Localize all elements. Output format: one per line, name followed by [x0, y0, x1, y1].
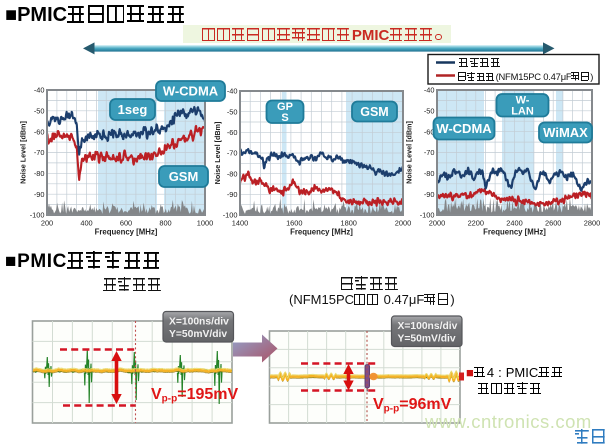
svg-text:GSM: GSM: [169, 169, 199, 184]
svg-text:1000: 1000: [197, 219, 213, 228]
svg-text:LAN: LAN: [511, 106, 534, 118]
svg-text:-70: -70: [34, 148, 45, 157]
svg-text:-90: -90: [424, 190, 435, 199]
svg-text:Noise Level [dBm]: Noise Level [dBm]: [19, 121, 28, 184]
svg-text:GSM: GSM: [360, 105, 388, 119]
svg-text:-80: -80: [227, 169, 238, 178]
svg-text:-100: -100: [223, 211, 238, 220]
svg-text:WiMAX: WiMAX: [543, 125, 588, 140]
svg-text:-80: -80: [34, 169, 45, 178]
svg-text:GP: GP: [277, 101, 293, 113]
svg-text:-40: -40: [424, 86, 435, 95]
svg-text:1seg: 1seg: [118, 102, 148, 117]
svg-text:1800: 1800: [340, 219, 356, 228]
svg-text:W-CDMA: W-CDMA: [163, 84, 219, 99]
svg-text:X=100ns/div: X=100ns/div: [169, 317, 229, 328]
svg-text:S: S: [281, 112, 288, 124]
svg-text:2800: 2800: [584, 219, 600, 228]
svg-text:2600: 2600: [545, 219, 561, 228]
svg-text:Y=50mV/div: Y=50mV/div: [169, 329, 227, 340]
svg-text:1600: 1600: [286, 219, 302, 228]
svg-text:2000: 2000: [429, 219, 445, 228]
svg-text:2400: 2400: [506, 219, 522, 228]
svg-text:-100: -100: [30, 211, 45, 220]
svg-text:2200: 2200: [468, 219, 484, 228]
svg-text:600: 600: [120, 219, 132, 228]
svg-text:-90: -90: [227, 190, 238, 199]
svg-text:-70: -70: [227, 149, 238, 158]
svg-text:-60: -60: [424, 127, 435, 136]
svg-text:-60: -60: [34, 127, 45, 136]
svg-text:200: 200: [41, 219, 53, 228]
svg-text:2000: 2000: [395, 219, 411, 228]
svg-text:-70: -70: [424, 148, 435, 157]
svg-text:-40: -40: [227, 87, 238, 96]
svg-text:-80: -80: [424, 169, 435, 178]
svg-text:-100: -100: [420, 211, 435, 220]
svg-text:400: 400: [80, 219, 92, 228]
svg-text:-40: -40: [34, 86, 45, 95]
svg-text:X=100ns/div: X=100ns/div: [398, 321, 458, 332]
svg-text:Frequency [MHz]: Frequency [MHz]: [483, 228, 546, 237]
svg-text:Y=50mV/div: Y=50mV/div: [398, 334, 456, 345]
svg-text:-50: -50: [227, 107, 238, 116]
svg-text:W-: W-: [516, 95, 530, 107]
svg-text:Noise Level [dBm]: Noise Level [dBm]: [213, 122, 222, 185]
svg-text:1400: 1400: [232, 219, 248, 228]
svg-text:-50: -50: [34, 106, 45, 115]
svg-text:-60: -60: [227, 128, 238, 137]
svg-text:W-CDMA: W-CDMA: [436, 121, 492, 136]
svg-text:Frequency [MHz]: Frequency [MHz]: [290, 228, 353, 237]
svg-text:800: 800: [159, 219, 171, 228]
svg-text:-90: -90: [34, 190, 45, 199]
svg-text:-50: -50: [424, 106, 435, 115]
svg-text:Noise Level [dBm]: Noise Level [dBm]: [405, 121, 414, 184]
svg-text:Frequency [MHz]: Frequency [MHz]: [95, 228, 158, 237]
